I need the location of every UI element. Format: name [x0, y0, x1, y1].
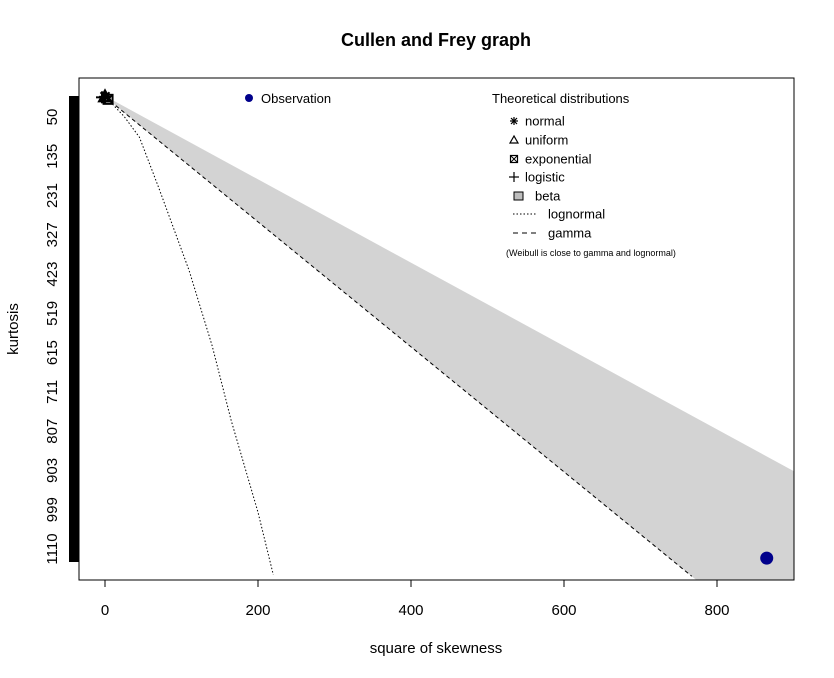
- x-axis: 0 200 400 600 800: [101, 579, 730, 619]
- y-axis-label: kurtosis: [5, 303, 22, 355]
- legend-label: exponential: [525, 152, 592, 167]
- exponential-point: [102, 93, 114, 105]
- legend-label: gamma: [548, 226, 592, 241]
- x-tick-label: 200: [245, 602, 270, 619]
- legend: Observation Theoretical distributions norm…: [245, 91, 676, 258]
- y-tick-label: 615: [44, 340, 61, 365]
- observation-point: [760, 551, 774, 565]
- y-tick-label: 807: [44, 419, 61, 444]
- y-tick-label: 1110: [44, 533, 61, 564]
- legend-item-beta: beta: [513, 189, 561, 204]
- y-tick-label: 519: [44, 301, 61, 326]
- lognormal-curve: [104, 96, 274, 575]
- legend-label: uniform: [525, 133, 568, 148]
- legend-observation-label: Observation: [261, 91, 331, 106]
- x-tick-label: 400: [398, 602, 423, 619]
- legend-item-exponential: exponential: [509, 152, 592, 167]
- y-tick-label: 423: [44, 262, 61, 287]
- y-tick-label: 999: [44, 497, 61, 522]
- y-tick-marks: [69, 96, 79, 562]
- chart-title: Cullen and Frey graph: [341, 30, 531, 50]
- legend-label: normal: [525, 114, 565, 129]
- legend-observation-symbol: [245, 94, 253, 102]
- x-tick-label: 600: [551, 602, 576, 619]
- y-tick-label: 903: [44, 458, 61, 483]
- legend-item-gamma: gamma: [513, 226, 592, 241]
- x-axis-label: square of skewness: [370, 640, 503, 657]
- x-tick-label: 0: [101, 602, 109, 619]
- legend-item-logistic: logistic: [509, 170, 565, 185]
- legend-label: logistic: [525, 170, 565, 185]
- x-tick-label: 800: [704, 602, 729, 619]
- legend-theoretical-title: Theoretical distributions: [492, 91, 630, 106]
- legend-item-normal: normal: [510, 114, 565, 129]
- y-tick-label: 135: [44, 144, 61, 169]
- legend-item-lognormal: lognormal: [513, 207, 605, 222]
- y-tick-label: 231: [44, 183, 61, 208]
- plot-area: [104, 96, 794, 580]
- y-tick-label: 327: [44, 222, 61, 247]
- y-axis: 50 135 231 327 423 519 615 711 807 903 999 1110: [44, 96, 80, 565]
- legend-label: beta: [535, 189, 561, 204]
- y-tick-label: 50: [44, 109, 61, 126]
- gamma-line: [104, 96, 693, 577]
- beta-region: [105, 96, 794, 580]
- legend-label: lognormal: [548, 207, 605, 222]
- legend-note: (Weibull is close to gamma and lognormal…: [506, 248, 676, 258]
- legend-item-uniform: uniform: [508, 133, 568, 148]
- y-tick-label: 711: [44, 380, 61, 404]
- chart-marks: [96, 88, 114, 105]
